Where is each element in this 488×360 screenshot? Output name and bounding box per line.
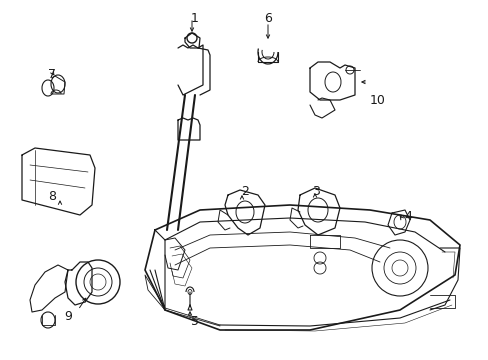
Text: 2: 2 [241, 185, 248, 198]
Text: 6: 6 [264, 12, 271, 25]
Text: 4: 4 [403, 210, 411, 223]
Text: 8: 8 [48, 190, 56, 203]
Text: 3: 3 [311, 185, 319, 198]
Text: 9: 9 [64, 310, 72, 323]
Text: 10: 10 [369, 94, 385, 107]
Text: 7: 7 [48, 68, 56, 81]
Text: 5: 5 [191, 315, 199, 328]
Text: 1: 1 [191, 12, 199, 25]
